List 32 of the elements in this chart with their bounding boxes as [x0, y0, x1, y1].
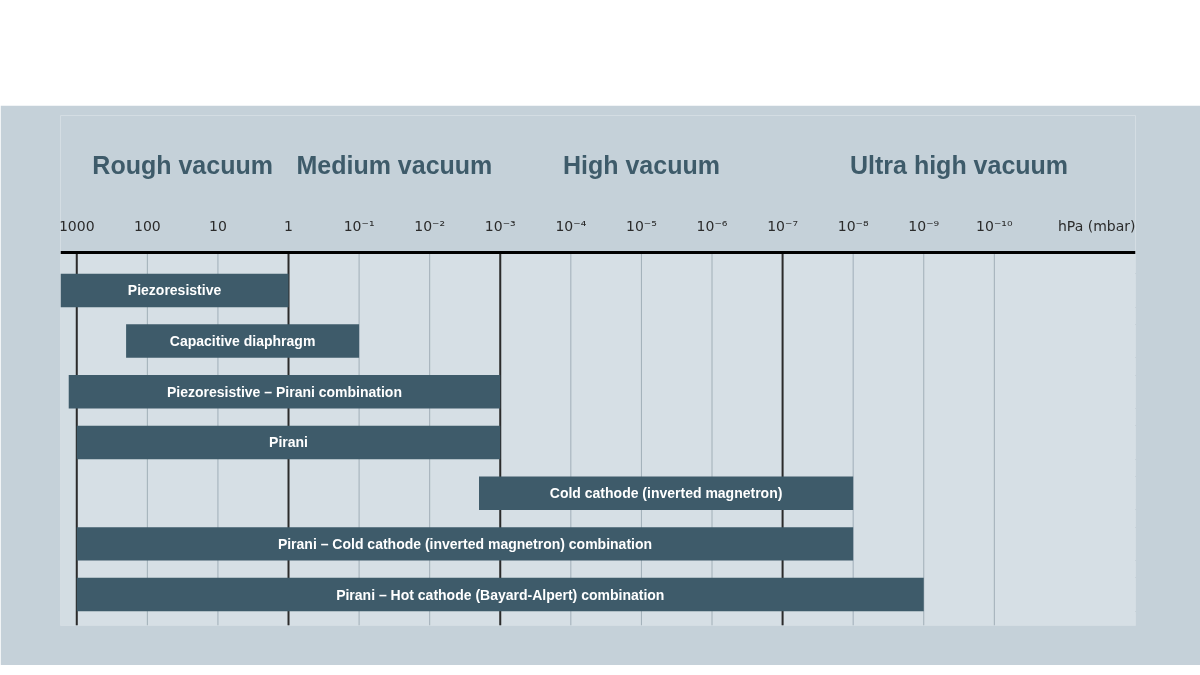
x-tick-label: 10⁻⁶ [696, 217, 728, 234]
y-tick-label: Piezoresistive – Pirani combination [167, 383, 402, 400]
x-tick-label: 10⁻⁷ [767, 217, 799, 234]
bar [76, 425, 501, 460]
x-tick-label: 10⁻⁹ [908, 217, 940, 234]
y-tick-label: Cold cathode (inverted magnetron) [549, 485, 783, 502]
bar [479, 476, 854, 510]
y-tick-label: Pirani [269, 434, 308, 451]
x-tick-label: 10⁻² [414, 217, 446, 234]
x-tick-label: 10⁻⁸ [837, 217, 869, 234]
y-tick-label: Pirani – Cold cathode (inverted magnetron) combination [277, 535, 653, 552]
band-label: High vacuum [562, 151, 720, 180]
x-axis-title: hPa (mbar) [1058, 217, 1136, 234]
bar [76, 527, 854, 561]
x-tick-label: 10⁻⁴ [555, 217, 587, 234]
x-tick-label: 10 [209, 217, 227, 234]
x-tick-label: 10⁻⁵ [626, 217, 657, 234]
x-tick-label: 1 [284, 217, 293, 234]
bar [68, 375, 501, 409]
band-label: Rough vacuum [92, 151, 273, 180]
y-tick-label: Pirani – Hot cathode (Bayard-Alpert) combination [336, 586, 665, 603]
x-tick-label: 10⁻¹⁰ [976, 217, 1013, 234]
x-tick-label: 100 [133, 217, 161, 234]
band-label: Ultra high vacuum [850, 151, 1069, 180]
band-label: Medium vacuum [296, 151, 493, 180]
bar [76, 577, 924, 612]
x-tick-label: 10⁻¹ [343, 217, 375, 234]
bar [60, 273, 289, 308]
x-tick-label: 1000 [58, 217, 95, 234]
y-tick-label: Piezoresistive [127, 282, 222, 299]
y-tick-label: Capacitive diaphragm [169, 333, 316, 350]
x-tick-label: 10⁻³ [484, 217, 516, 234]
